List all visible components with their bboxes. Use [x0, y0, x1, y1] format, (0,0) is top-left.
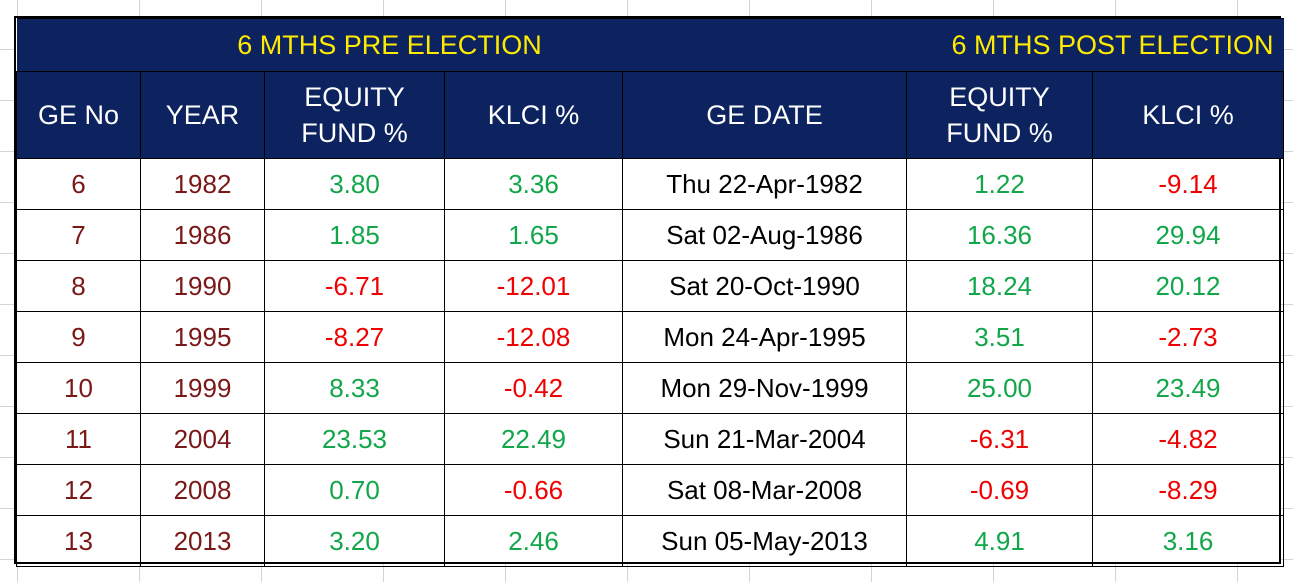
cell-post-klci[interactable]: 3.16 [1092, 515, 1284, 567]
col-header-pre-klci[interactable]: KLCI % [444, 71, 623, 159]
cell-post-klci[interactable]: 23.49 [1092, 362, 1284, 414]
cell-pre-klci[interactable]: -12.08 [444, 311, 623, 363]
cell-ge-date[interactable]: Sat 08-Mar-2008 [622, 464, 907, 516]
post-equity-label-line2: FUND % [946, 118, 1053, 148]
cell-ge-date[interactable]: Sat 20-Oct-1990 [622, 260, 907, 312]
cell-pre-klci[interactable]: 1.65 [444, 209, 623, 261]
table-row: 6 1982 3.80 3.36 Thu 22-Apr-1982 1.22 -9… [16, 158, 1284, 210]
cell-post-klci[interactable]: 29.94 [1092, 209, 1284, 261]
table-row: 12 2008 0.70 -0.66 Sat 08-Mar-2008 -0.69… [16, 464, 1284, 516]
pre-equity-label-line1: EQUITY [304, 82, 405, 112]
cell-ge-date[interactable]: Mon 24-Apr-1995 [622, 311, 907, 363]
post-equity-label-line1: EQUITY [949, 82, 1050, 112]
cell-ge-no[interactable]: 11 [16, 413, 141, 465]
cell-ge-date[interactable]: Sun 21-Mar-2004 [622, 413, 907, 465]
col-header-ge-date[interactable]: GE DATE [622, 71, 907, 159]
table-body: 6 1982 3.80 3.36 Thu 22-Apr-1982 1.22 -9… [16, 158, 1284, 567]
cell-post-equity[interactable]: 18.24 [906, 260, 1093, 312]
cell-post-klci[interactable]: -9.14 [1092, 158, 1284, 210]
cell-year[interactable]: 1982 [140, 158, 265, 210]
cell-post-equity[interactable]: 25.00 [906, 362, 1093, 414]
col-header-post-klci[interactable]: KLCI % [1092, 71, 1284, 159]
cell-pre-equity[interactable]: 23.53 [264, 413, 445, 465]
election-returns-table: 6 MTHS PRE ELECTION 6 MTHS POST ELECTION… [16, 18, 1284, 567]
cell-post-klci[interactable]: 20.12 [1092, 260, 1284, 312]
table-row: 10 1999 8.33 -0.42 Mon 29-Nov-1999 25.00… [16, 362, 1284, 414]
cell-pre-klci[interactable]: 3.36 [444, 158, 623, 210]
col-header-year[interactable]: YEAR [140, 71, 265, 159]
cell-year[interactable]: 2013 [140, 515, 265, 567]
cell-pre-equity[interactable]: 8.33 [264, 362, 445, 414]
cell-ge-no[interactable]: 9 [16, 311, 141, 363]
table-row: 13 2013 3.20 2.46 Sun 05-May-2013 4.91 3… [16, 515, 1284, 567]
pre-equity-label-line2: FUND % [301, 118, 408, 148]
cell-ge-no[interactable]: 13 [16, 515, 141, 567]
cell-year[interactable]: 1986 [140, 209, 265, 261]
cell-ge-no[interactable]: 7 [16, 209, 141, 261]
post-election-heading[interactable]: 6 MTHS POST ELECTION [622, 18, 1284, 72]
cell-pre-equity[interactable]: -6.71 [264, 260, 445, 312]
cell-pre-equity[interactable]: 3.80 [264, 158, 445, 210]
cell-post-equity[interactable]: 16.36 [906, 209, 1093, 261]
cell-ge-no[interactable]: 12 [16, 464, 141, 516]
cell-pre-klci[interactable]: -0.66 [444, 464, 623, 516]
col-header-pre-equity-fund[interactable]: EQUITY FUND % [264, 71, 445, 159]
cell-post-equity[interactable]: 4.91 [906, 515, 1093, 567]
cell-ge-no[interactable]: 10 [16, 362, 141, 414]
cell-post-klci[interactable]: -8.29 [1092, 464, 1284, 516]
table-row: 8 1990 -6.71 -12.01 Sat 20-Oct-1990 18.2… [16, 260, 1284, 312]
spreadsheet-table-region: 6 MTHS PRE ELECTION 6 MTHS POST ELECTION… [14, 16, 1284, 567]
cell-post-equity[interactable]: 1.22 [906, 158, 1093, 210]
cell-post-klci[interactable]: -4.82 [1092, 413, 1284, 465]
table-row: 11 2004 23.53 22.49 Sun 21-Mar-2004 -6.3… [16, 413, 1284, 465]
cell-pre-klci[interactable]: -0.42 [444, 362, 623, 414]
col-header-post-equity-fund[interactable]: EQUITY FUND % [906, 71, 1093, 159]
cell-post-equity[interactable]: 3.51 [906, 311, 1093, 363]
cell-year[interactable]: 1999 [140, 362, 265, 414]
cell-pre-klci[interactable]: 22.49 [444, 413, 623, 465]
cell-post-equity[interactable]: -0.69 [906, 464, 1093, 516]
cell-pre-equity[interactable]: -8.27 [264, 311, 445, 363]
cell-ge-date[interactable]: Sun 05-May-2013 [622, 515, 907, 567]
cell-pre-equity[interactable]: 1.85 [264, 209, 445, 261]
cell-year[interactable]: 2004 [140, 413, 265, 465]
cell-pre-equity[interactable]: 0.70 [264, 464, 445, 516]
table-row: 7 1986 1.85 1.65 Sat 02-Aug-1986 16.36 2… [16, 209, 1284, 261]
col-header-ge-no[interactable]: GE No [16, 71, 141, 159]
cell-pre-klci[interactable]: 2.46 [444, 515, 623, 567]
cell-ge-no[interactable]: 8 [16, 260, 141, 312]
cell-ge-date[interactable]: Thu 22-Apr-1982 [622, 158, 907, 210]
cell-pre-equity[interactable]: 3.20 [264, 515, 445, 567]
cell-ge-date[interactable]: Sat 02-Aug-1986 [622, 209, 907, 261]
group-header-row: 6 MTHS PRE ELECTION 6 MTHS POST ELECTION [16, 18, 1284, 72]
cell-ge-no[interactable]: 6 [16, 158, 141, 210]
table-row: 9 1995 -8.27 -12.08 Mon 24-Apr-1995 3.51… [16, 311, 1284, 363]
cell-year[interactable]: 1990 [140, 260, 265, 312]
cell-pre-klci[interactable]: -12.01 [444, 260, 623, 312]
cell-year[interactable]: 2008 [140, 464, 265, 516]
column-header-row: GE No YEAR EQUITY FUND % KLCI % GE DATE … [16, 71, 1284, 159]
pre-election-heading[interactable]: 6 MTHS PRE ELECTION [16, 18, 623, 72]
cell-year[interactable]: 1995 [140, 311, 265, 363]
cell-post-klci[interactable]: -2.73 [1092, 311, 1284, 363]
cell-post-equity[interactable]: -6.31 [906, 413, 1093, 465]
cell-ge-date[interactable]: Mon 29-Nov-1999 [622, 362, 907, 414]
